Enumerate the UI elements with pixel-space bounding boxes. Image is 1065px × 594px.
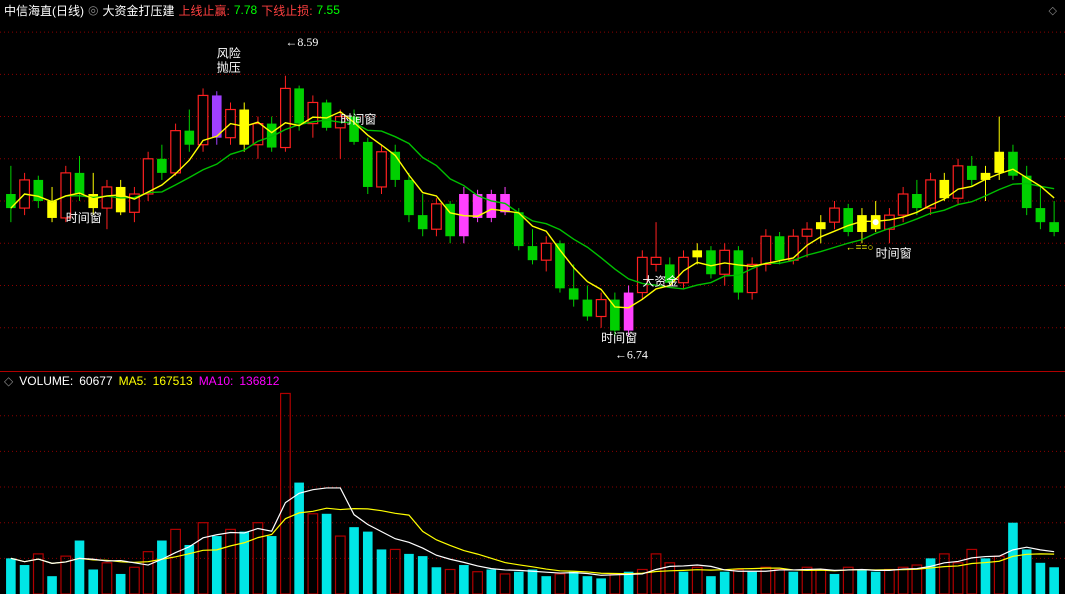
svg-text:←==○: ←==○ xyxy=(846,242,874,253)
ma10-value: 136812 xyxy=(239,374,279,388)
volume-label: VOLUME: xyxy=(19,374,73,388)
volume-chart-header: ◇ VOLUME: 60677 MA5: 167513 MA10: 136812 xyxy=(4,373,279,389)
price-candlestick-chart[interactable]: 时间窗风险抛压←8.59时间窗时间窗←6.74打大资金时间窗财减←==○ xyxy=(0,18,1065,370)
svg-text:风险: 风险 xyxy=(217,45,241,60)
svg-text:时间窗: 时间窗 xyxy=(876,246,912,260)
symbol-label: 中信海直(日线) xyxy=(4,2,84,19)
chart-settings-icon[interactable]: ◎ xyxy=(88,3,98,17)
ma10-label: MA10: xyxy=(199,374,234,388)
stop-loss-label: 下线止损: xyxy=(261,2,312,19)
svg-text:抛压: 抛压 xyxy=(217,60,241,75)
stop-profit-value: 7.78 xyxy=(234,3,257,17)
expand-icon[interactable]: ◇ xyxy=(1049,4,1057,17)
svg-text:大资金: 大资金 xyxy=(642,274,678,289)
volume-value: 60677 xyxy=(79,374,112,388)
svg-text:←6.74: ←6.74 xyxy=(615,348,648,362)
volume-settings-icon[interactable]: ◇ xyxy=(4,374,13,388)
svg-text:时间窗: 时间窗 xyxy=(66,211,102,225)
stop-profit-label: 上线止赢: xyxy=(179,2,230,19)
stop-loss-value: 7.55 xyxy=(317,3,340,17)
svg-text:时间窗: 时间窗 xyxy=(340,113,376,127)
price-chart-header: 中信海直(日线) ◎ 大资金打压建 上线止赢: 7.78 下线止损: 7.55 xyxy=(4,2,340,18)
volume-bar-chart[interactable] xyxy=(0,389,1065,594)
ma5-label: MA5: xyxy=(119,374,147,388)
strategy-label: 大资金打压建 xyxy=(102,2,174,19)
ma5-value: 167513 xyxy=(153,374,193,388)
svg-text:时间窗: 时间窗 xyxy=(601,331,637,345)
chart-separator xyxy=(0,371,1065,372)
svg-text:←8.59: ←8.59 xyxy=(285,35,318,49)
